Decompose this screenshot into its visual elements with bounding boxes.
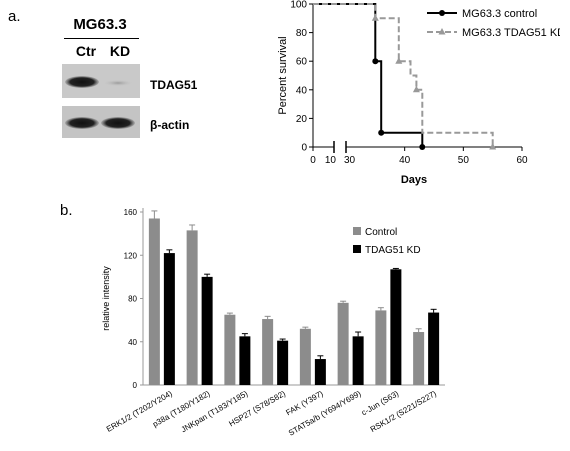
survival-x-axis-label: Days xyxy=(401,174,427,186)
bar-kd xyxy=(314,359,326,385)
survival-x-tick-label: 10 xyxy=(325,155,337,166)
bar-category-label: JNKpan (T183/Y185) xyxy=(180,389,250,435)
bar-kd xyxy=(201,276,213,385)
bar-legend-swatch xyxy=(353,227,361,235)
bar-control xyxy=(375,310,387,385)
survival-y-tick-label: 20 xyxy=(296,114,308,125)
bar-kd xyxy=(390,269,402,385)
bar-y-tick-label: 40 xyxy=(128,338,137,347)
bar-control xyxy=(148,218,160,385)
survival-legend-marker xyxy=(438,28,446,35)
survival-x-tick-label: 50 xyxy=(458,155,470,166)
panel-b-label: b. xyxy=(60,202,73,219)
survival-y-tick-label: 60 xyxy=(296,57,308,68)
blot-label-tdag51: TDAG51 xyxy=(150,78,198,92)
survival-y-tick-label: 0 xyxy=(301,143,307,154)
bar-category-label: ERK1/2 (T202/Y204) xyxy=(105,389,174,434)
bar-control xyxy=(262,319,274,385)
survival-y-axis-label: Percent survival xyxy=(277,36,289,114)
band-actin-kd xyxy=(101,117,135,129)
band-tdag51-ctr xyxy=(65,76,99,88)
blot-bands-svg xyxy=(62,64,140,138)
survival-marker-kd xyxy=(489,143,497,150)
bar-legend-label: TDAG51 KD xyxy=(365,245,421,256)
blot-column-ctr: Ctr xyxy=(75,43,97,59)
bar-control xyxy=(299,328,311,385)
survival-line-control xyxy=(313,3,424,147)
survival-x-tick-label: 40 xyxy=(399,155,411,166)
survival-legend-label: MG63.3 control xyxy=(462,8,537,20)
survival-marker-kd xyxy=(412,85,420,93)
blot-label-actin: β-actin xyxy=(150,118,190,132)
bar-category-label: RSK1/2 (S221/S227) xyxy=(369,389,438,434)
survival-legend-label: MG63.3 TDAG51 KD xyxy=(462,27,560,39)
bar-kd xyxy=(163,253,175,385)
survival-legend-marker xyxy=(439,10,445,16)
survival-y-tick-label: 100 xyxy=(290,0,307,11)
bar-kd xyxy=(277,340,289,385)
bar-y-tick-label: 80 xyxy=(128,295,137,304)
bar-y-tick-label: 0 xyxy=(133,381,138,390)
survival-marker-control xyxy=(372,58,379,65)
bar-y-tick-label: 120 xyxy=(124,251,138,260)
survival-chart: 0 20 40 60 80 100 0 10 30 40 50 60 Percent survival D… xyxy=(277,0,560,186)
survival-marker-kd xyxy=(371,14,379,21)
bar-kd xyxy=(239,336,251,385)
survival-y-tick-label: 80 xyxy=(296,28,308,39)
bar-legend-label: Control xyxy=(365,227,397,238)
bar-control xyxy=(186,230,198,385)
survival-y-tick-label: 40 xyxy=(296,85,308,96)
bar-legend-swatch xyxy=(353,245,361,253)
bar-chart: 0 40 80 120 160 relative intensity ERK1/2 (T20… xyxy=(101,208,445,438)
blot-title-underline xyxy=(64,38,139,39)
bar-kd xyxy=(352,336,364,385)
bar-y-tick-label: 160 xyxy=(124,208,138,217)
bar-category-label: STAT5a/b (Y694/Y699) xyxy=(287,389,363,438)
bar-control xyxy=(413,332,425,385)
blot-title: MG63.3 xyxy=(73,16,127,33)
survival-x-tick-label: 60 xyxy=(516,155,528,166)
western-blot: MG63.3 Ctr KD TDAG51 β-actin xyxy=(60,8,235,138)
band-actin-ctr xyxy=(65,117,99,129)
bar-control xyxy=(337,302,349,385)
blot-column-kd: KD xyxy=(109,43,131,59)
bar-control xyxy=(224,314,236,385)
band-tdag51-kd xyxy=(104,80,132,86)
bar-kd xyxy=(428,312,440,385)
survival-marker-control xyxy=(419,144,426,150)
panel-a-label: a. xyxy=(8,8,21,25)
survival-marker-control xyxy=(378,129,385,136)
survival-marker-kd xyxy=(395,57,403,64)
survival-x-tick-label: 30 xyxy=(344,155,356,166)
survival-line-kd xyxy=(313,3,494,147)
bar-y-axis-label: relative intensity xyxy=(101,266,111,331)
survival-x-tick-label: 0 xyxy=(310,155,316,166)
